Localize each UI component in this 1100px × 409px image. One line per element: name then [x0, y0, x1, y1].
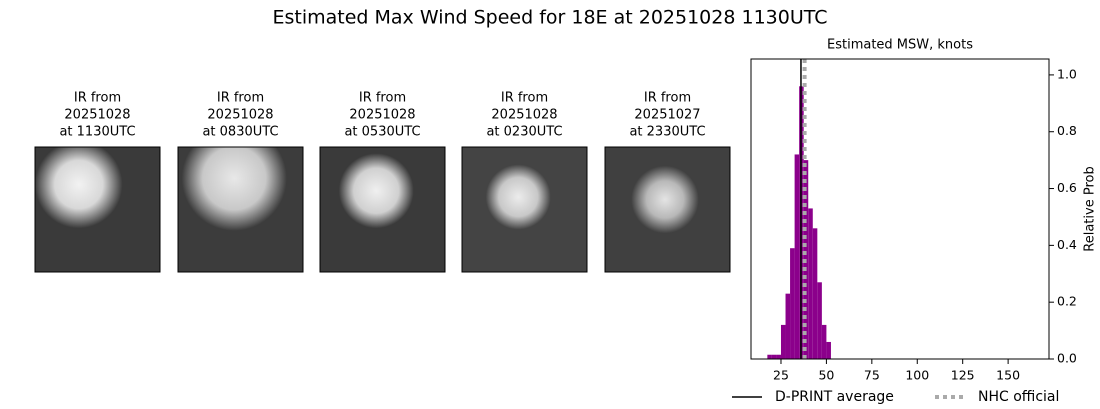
- ir-label: 20251028: [349, 108, 415, 123]
- x-tick-label: 150: [996, 368, 1020, 383]
- y-tick-label: 0.6: [1057, 180, 1077, 195]
- bar: [780, 324, 786, 359]
- bar: [767, 354, 772, 359]
- ir-label: at 1130UTC: [59, 125, 135, 140]
- ir-label: 20251028: [64, 108, 130, 123]
- ir-image: [461, 146, 588, 273]
- ir-label: 20251027: [634, 108, 700, 123]
- ir-label: IR from: [217, 91, 264, 106]
- ir-label: 20251028: [207, 108, 273, 123]
- x-tick-label: 125: [951, 368, 975, 383]
- figure-title: Estimated Max Wind Speed for 18E at 2025…: [272, 7, 827, 29]
- ir-image: [34, 146, 161, 273]
- ir-label: at 0830UTC: [202, 125, 278, 140]
- bar: [790, 248, 795, 359]
- bar: [821, 324, 827, 359]
- bar: [771, 354, 777, 359]
- x-tick-label: 75: [864, 368, 880, 383]
- legend-label: D-PRINT average: [775, 389, 894, 405]
- ir-label: at 0230UTC: [486, 125, 562, 140]
- ir-label: at 0530UTC: [344, 125, 420, 140]
- y-tick-label: 0.8: [1057, 123, 1077, 138]
- bar: [776, 354, 781, 359]
- y-tick-label: 0.2: [1057, 294, 1077, 309]
- x-tick-label: 50: [818, 368, 834, 383]
- bar: [826, 341, 831, 359]
- bar: [785, 293, 791, 359]
- bar: [817, 282, 822, 359]
- bar: [794, 154, 800, 359]
- ir-label: IR from: [359, 91, 406, 106]
- plot-frame: [750, 58, 1050, 360]
- y-tick-label: 0.0: [1057, 351, 1077, 366]
- bar: [808, 208, 813, 359]
- chart-title: Estimated MSW, knots: [827, 38, 973, 53]
- x-tick-label: 100: [905, 368, 929, 383]
- y-tick-label: 0.4: [1057, 237, 1077, 252]
- ir-label: IR from: [501, 91, 548, 106]
- ir-label: at 2330UTC: [629, 125, 705, 140]
- ir-label: IR from: [74, 91, 121, 106]
- y-tick-label: 1.0: [1057, 66, 1077, 81]
- bar: [812, 228, 818, 359]
- ir-image: [319, 146, 446, 273]
- legend-label: NHC official: [978, 389, 1059, 405]
- ir-image: [177, 146, 304, 273]
- ir-image: [604, 146, 731, 273]
- y-axis-label: Relative Prob: [1083, 166, 1098, 251]
- x-tick-label: 25: [773, 368, 789, 383]
- ir-label: 20251028: [491, 108, 557, 123]
- ir-label: IR from: [644, 91, 691, 106]
